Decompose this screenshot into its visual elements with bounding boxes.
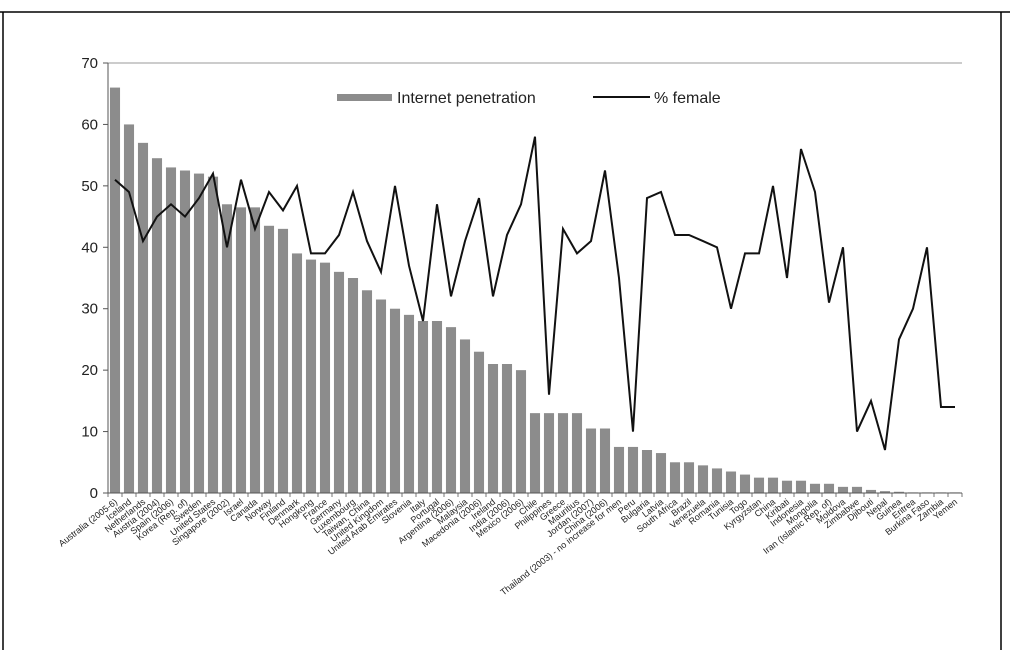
bar [277,228,289,493]
bar [389,308,401,493]
bar [557,413,569,493]
y-tick-label: 20 [81,362,98,379]
bar [781,480,793,493]
bar [431,321,443,493]
bar [109,87,121,494]
y-tick-label: 10 [81,424,98,441]
legend-swatch-internet-penetration [337,94,392,101]
bar [529,413,541,493]
bar [249,207,261,493]
bar [403,314,415,493]
bar [879,491,891,493]
bar [417,321,429,493]
bar [137,142,149,493]
bar [543,413,555,493]
legend-label-internet-penetration: Internet penetration [397,90,536,107]
bar [123,124,135,493]
bar [599,428,611,493]
y-tick-label: 40 [81,239,98,256]
y-tick-label: 30 [81,301,98,318]
bar [823,483,835,493]
bar [291,253,303,493]
bar [809,483,821,493]
bar [627,446,639,493]
bar [753,477,765,493]
bar [445,327,457,493]
bar [739,474,751,493]
bar [305,259,317,493]
bar [669,462,681,493]
bar [613,446,625,493]
bar [263,225,275,494]
bar [851,486,863,493]
bar [837,486,849,493]
y-tick-label: 60 [81,116,98,133]
legend: Internet penetration % female [337,90,721,107]
bar [767,477,779,493]
bar [893,491,905,493]
bar [865,489,877,493]
bar [333,271,345,493]
bar [585,428,597,493]
bar [221,204,233,494]
bar [697,465,709,493]
bar [711,468,723,493]
bar [361,290,373,493]
bar [235,207,247,493]
bar [319,262,331,493]
bar [459,339,471,493]
y-tick-label: 70 [81,55,98,72]
bar [641,450,653,493]
bar [165,167,177,493]
bar [207,176,219,493]
bar [501,364,513,493]
bar [683,462,695,493]
bar [725,471,737,493]
bar [179,170,191,493]
bar [655,453,667,493]
bar [795,480,807,493]
y-tick-label: 50 [81,178,98,195]
bar [515,370,527,493]
bar [487,364,499,493]
bar [151,158,163,493]
bar [347,278,359,493]
female-series-line [114,136,955,451]
bar [193,173,205,494]
bar [473,351,485,493]
legend-label-female: % female [654,90,721,107]
bar [571,413,583,493]
y-tick-label: 0 [90,485,98,502]
bar [375,299,387,493]
